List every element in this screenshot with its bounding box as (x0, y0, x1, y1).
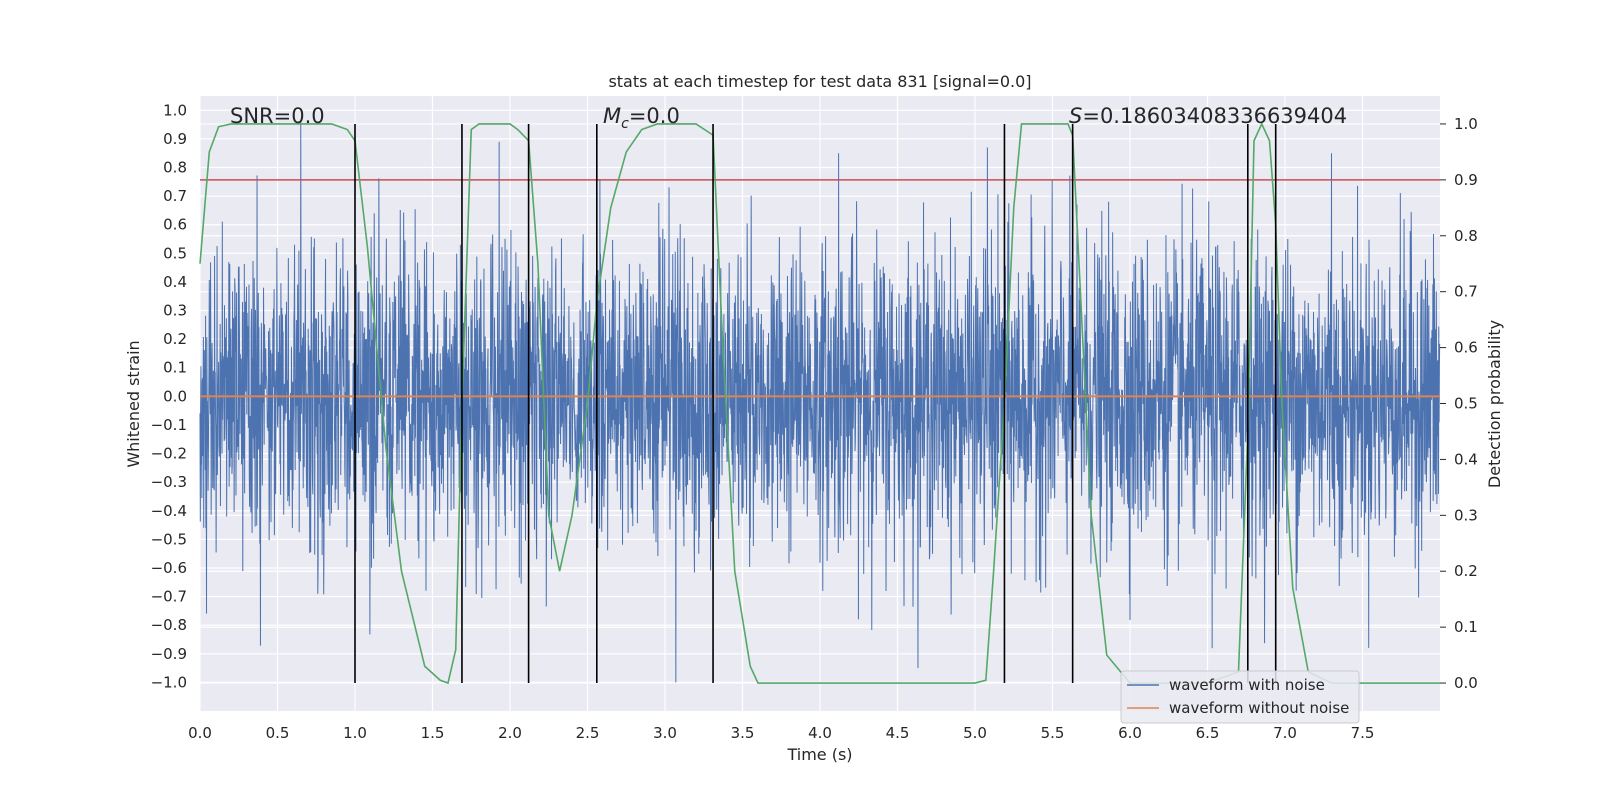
left-tick-label: −1.0 (151, 673, 187, 691)
x-tick-label: 7.5 (1351, 724, 1375, 742)
right-tick-label: 0.5 (1454, 395, 1478, 413)
right-tick-label: 0.1 (1454, 618, 1478, 636)
left-tick-label: 0.4 (163, 273, 187, 291)
left-tick-label: −0.1 (151, 416, 187, 434)
legend-label-clean: waveform without noise (1169, 699, 1349, 717)
x-tick-label: 7.0 (1273, 724, 1297, 742)
x-tick-label: 6.5 (1196, 724, 1220, 742)
mc-symbol: M (603, 104, 621, 128)
left-tick-label: −0.4 (151, 502, 187, 520)
chart-title: stats at each timestep for test data 831… (608, 72, 1031, 91)
right-tick-label: 0.2 (1454, 562, 1478, 580)
right-axis-ticks: 1.0 0.9 0.8 0.7 0.6 0.5 0.4 0.3 0.2 0.1 0.0 (1440, 115, 1478, 692)
left-tick-label: 1.0 (163, 101, 187, 119)
x-tick-label: 6.0 (1118, 724, 1142, 742)
right-tick-label: 1.0 (1454, 115, 1478, 133)
waveform-with-noise-line (199, 121, 1441, 683)
right-tick-label: 0.4 (1454, 450, 1478, 468)
right-tick-label: 0.0 (1454, 674, 1478, 692)
left-tick-label: −0.7 (151, 588, 187, 606)
left-tick-label: 0.1 (163, 359, 187, 377)
x-axis-ticks: 0.0 0.5 1.0 1.5 2.0 2.5 3.0 3.5 4.0 4.5 5.0 5.5 6.0 6… (188, 724, 1374, 742)
s-annotation: S=0.18603408336639404 (1069, 104, 1347, 128)
left-tick-label: 0.0 (163, 387, 187, 405)
s-value: =0.18603408336639404 (1082, 104, 1347, 128)
x-tick-label: 2.0 (498, 724, 522, 742)
right-axis-label: Detection probability (1485, 320, 1504, 488)
left-tick-label: 0.2 (163, 330, 187, 348)
left-tick-label: 0.9 (163, 130, 187, 148)
x-tick-label: 3.0 (653, 724, 677, 742)
mc-subscript: c (621, 116, 629, 132)
snr-annotation: SNR=0.0 (230, 104, 325, 128)
legend: waveform with noise waveform without noi… (1120, 670, 1360, 724)
s-symbol: S (1069, 104, 1082, 128)
left-axis-label: Whitened strain (124, 340, 143, 467)
left-tick-label: −0.8 (151, 616, 187, 634)
x-tick-label: 3.5 (731, 724, 755, 742)
mc-annotation: Mc=0.0 (603, 104, 680, 132)
left-tick-label: 0.6 (163, 216, 187, 234)
waveform-with-noise-series (199, 121, 1441, 683)
left-tick-label: 0.7 (163, 187, 187, 205)
right-tick-label: 0.9 (1454, 171, 1478, 189)
left-tick-label: −0.6 (151, 559, 187, 577)
x-tick-label: 2.5 (576, 724, 600, 742)
left-tick-label: −0.3 (151, 473, 187, 491)
left-tick-label: −0.5 (151, 530, 187, 548)
x-tick-label: 4.0 (808, 724, 832, 742)
left-tick-label: −0.9 (151, 645, 187, 663)
x-axis-label: Time (s) (786, 745, 852, 764)
x-tick-label: 1.0 (343, 724, 367, 742)
x-tick-label: 5.5 (1041, 724, 1065, 742)
right-tick-label: 0.6 (1454, 339, 1478, 357)
right-tick-label: 0.8 (1454, 227, 1478, 245)
left-tick-label: 0.3 (163, 302, 187, 320)
legend-label-noise: waveform with noise (1169, 676, 1325, 694)
left-tick-label: 0.8 (163, 159, 187, 177)
left-tick-label: 0.5 (163, 244, 187, 262)
x-tick-label: 0.5 (266, 724, 290, 742)
x-tick-label: 4.5 (886, 724, 910, 742)
overlays (199, 122, 1440, 685)
x-tick-label: 1.5 (421, 724, 445, 742)
mc-value: =0.0 (629, 104, 680, 128)
legend-box (1120, 670, 1360, 724)
left-axis-ticks: 1.0 0.9 0.8 0.7 0.6 0.5 0.4 0.3 0.2 0.1 0.0 −0.1 −0.… (151, 101, 187, 691)
left-tick-label: −0.2 (151, 445, 187, 463)
right-tick-label: 0.3 (1454, 506, 1478, 524)
right-tick-label: 0.7 (1454, 283, 1478, 301)
x-tick-label: 0.0 (188, 724, 212, 742)
x-tick-label: 5.0 (963, 724, 987, 742)
